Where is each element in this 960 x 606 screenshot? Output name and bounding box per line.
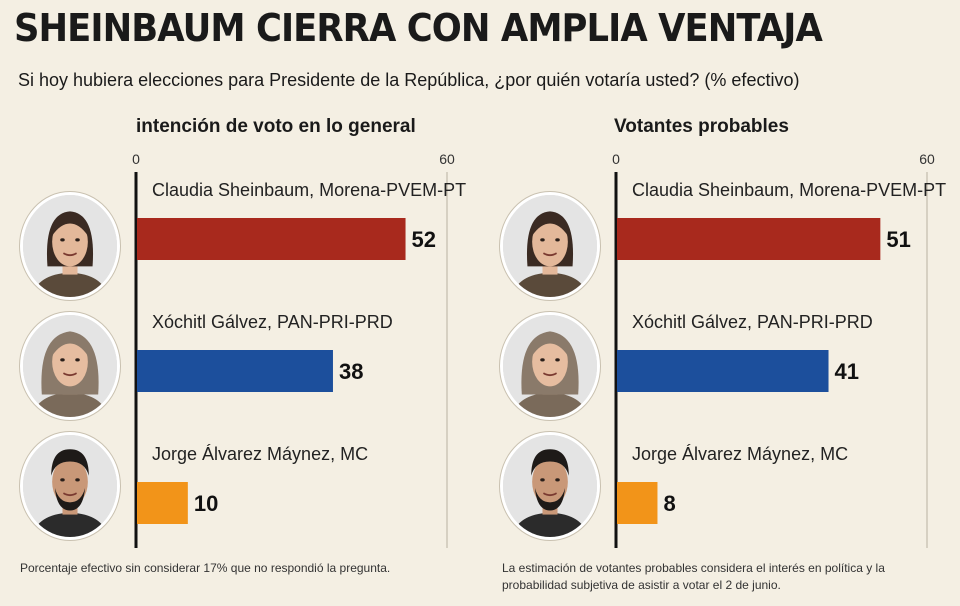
sheinbaum-portrait-icon [503,195,597,297]
maynez-portrait-icon [503,435,597,537]
tick-label-1: 60 [439,151,455,167]
bar-2 [617,482,658,524]
panel-title-probables: Votantes probables [614,116,789,137]
bar-chart-probables: 0 60 Claudia Sheinbaum, Morena-PVEM-PT 51 Xó… [612,151,946,548]
tick-label-0: 0 [132,151,140,167]
category-label-0: Claudia Sheinbaum, Morena-PVEM-PT [152,180,466,200]
value-label-2: 8 [663,491,675,516]
avatar-right-0 [500,192,600,300]
footnote-general: Porcentaje efectivo sin considerar 17% q… [20,561,391,575]
avatar-left-1 [20,312,120,420]
maynez-portrait-icon [23,435,117,537]
category-label-2: Jorge Álvarez Máynez, MC [152,444,368,464]
bar-chart-general: 0 60 Claudia Sheinbaum, Morena-PVEM-PT 52 Xó… [132,151,466,548]
category-label-0: Claudia Sheinbaum, Morena-PVEM-PT [632,180,946,200]
tick-label-0: 0 [612,151,620,167]
footnote-probables: La estimación de votantes probables cons… [502,561,885,592]
bar-2 [137,482,188,524]
bar-1 [617,350,829,392]
bar-0 [617,218,881,260]
galvez-portrait-icon [23,315,117,417]
avatar-right-1 [500,312,600,420]
page-subtitle: Si hoy hubiera elecciones para President… [18,70,800,90]
galvez-portrait-icon [503,315,597,417]
sheinbaum-portrait-icon [23,195,117,297]
category-label-2: Jorge Álvarez Máynez, MC [632,444,848,464]
avatar-right-2 [500,432,600,540]
panel-title-general: intención de voto en lo general [136,116,416,137]
bar-1 [137,350,333,392]
value-label-1: 38 [339,359,363,384]
page-title: SHEINBAUM CIERRA CON AMPLIA VENTAJA [14,6,823,50]
category-label-1: Xóchitl Gálvez, PAN-PRI-PRD [152,312,393,332]
value-label-0: 52 [412,227,436,252]
value-label-0: 51 [886,227,910,252]
avatar-left-0 [20,192,120,300]
avatar-left-2 [20,432,120,540]
bar-0 [137,218,406,260]
tick-label-1: 60 [919,151,935,167]
category-label-1: Xóchitl Gálvez, PAN-PRI-PRD [632,312,873,332]
value-label-2: 10 [194,491,218,516]
value-label-1: 41 [835,359,859,384]
